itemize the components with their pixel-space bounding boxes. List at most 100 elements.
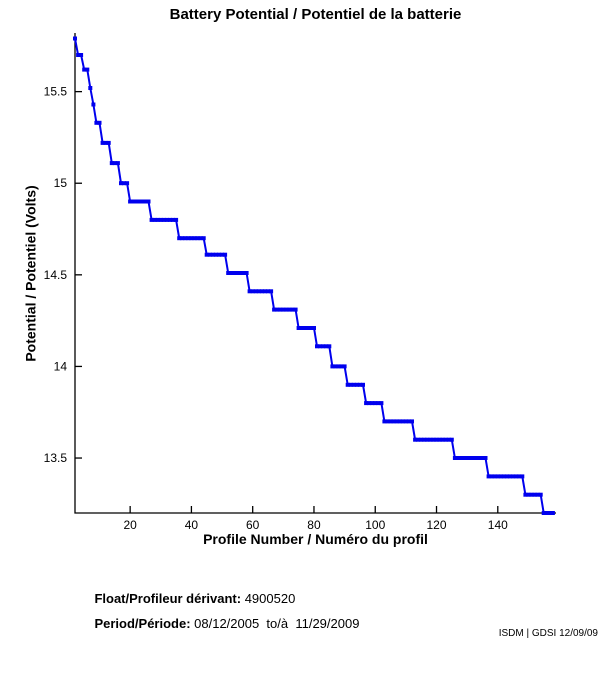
data-point-marker: [259, 289, 264, 294]
data-point-marker: [501, 474, 506, 479]
data-point-marker: [526, 492, 531, 497]
data-point-marker: [330, 364, 335, 369]
data-point-marker: [152, 217, 157, 222]
data-point-marker: [122, 181, 126, 186]
data-point-marker: [376, 401, 381, 406]
y-tick-label: 13.5: [44, 451, 68, 465]
data-point-marker: [361, 382, 365, 387]
x-tick-label: 140: [488, 518, 508, 532]
data-point-marker: [125, 181, 130, 186]
data-point-marker: [413, 437, 418, 442]
data-point-marker: [158, 217, 163, 222]
data-point-marker: [339, 364, 344, 369]
data-point-marker: [262, 289, 267, 294]
data-point-marker: [256, 289, 261, 294]
data-point-marker: [367, 401, 372, 406]
data-point-marker: [103, 140, 108, 145]
data-point-marker: [364, 401, 369, 406]
data-point-marker: [244, 271, 249, 275]
data-point-marker: [308, 326, 313, 330]
data-point-marker: [207, 252, 212, 257]
data-point-marker: [115, 161, 120, 166]
data-point-marker: [348, 382, 353, 387]
data-point-marker: [477, 456, 482, 460]
data-point-marker: [106, 140, 111, 145]
data-point-marker: [168, 217, 172, 222]
data-point-marker: [171, 217, 175, 222]
data-point-marker: [177, 236, 182, 241]
data-point-marker: [474, 456, 479, 460]
data-point-marker: [88, 86, 93, 90]
data-point-marker: [131, 199, 136, 204]
data-point-marker: [495, 474, 500, 479]
data-point-marker: [357, 382, 362, 387]
data-point-marker: [354, 382, 359, 387]
data-point-marker: [443, 437, 448, 442]
data-point-marker: [400, 419, 405, 424]
data-point-marker: [119, 181, 123, 186]
battery-potential-step-chart: 20 40 60 80 100 120 140 13.5 14 14.5 15 15.5: [44, 33, 556, 532]
data-point-marker: [465, 456, 470, 460]
data-point-marker: [523, 492, 528, 497]
data-point-marker: [195, 236, 200, 241]
data-point-marker: [434, 437, 439, 442]
y-tick-label: 15.5: [44, 85, 68, 99]
x-tick-label: 100: [365, 518, 385, 532]
data-point-marker: [189, 236, 194, 241]
data-point-marker: [508, 474, 512, 479]
data-point-marker: [370, 401, 375, 406]
data-point-marker: [428, 437, 433, 442]
data-point-marker: [462, 456, 467, 460]
data-point-marker: [480, 456, 485, 460]
x-tick-label: 20: [123, 518, 137, 532]
data-point-marker: [281, 307, 286, 312]
data-point-marker: [198, 236, 203, 241]
data-point-marker: [241, 271, 246, 275]
data-point-marker: [397, 419, 402, 424]
data-point-marker: [269, 289, 274, 294]
data-point-marker: [299, 326, 304, 330]
x-axis-label: Profile Number / Numéro du profil: [203, 531, 428, 547]
data-point-marker: [220, 252, 225, 257]
data-point-marker: [498, 474, 503, 479]
data-point-marker: [388, 419, 393, 424]
data-point-marker: [511, 474, 516, 479]
data-point-marker: [431, 437, 436, 442]
data-point-marker: [296, 326, 301, 330]
data-point-marker: [440, 437, 445, 442]
float-annotation: Float/Profileur dérivant: 4900520: [80, 576, 295, 621]
data-point-marker: [266, 289, 270, 294]
data-point-marker: [275, 307, 280, 312]
x-tick-label: 40: [185, 518, 199, 532]
data-point-marker: [183, 236, 188, 241]
data-point-marker: [446, 437, 451, 442]
period-value: 08/12/2005 to/à 11/29/2009: [190, 616, 360, 631]
axis-lines: [74, 33, 556, 514]
data-point-marker: [180, 236, 185, 241]
data-point-marker: [382, 419, 387, 424]
data-point-marker: [128, 199, 133, 204]
data-point-marker: [112, 161, 117, 166]
data-point-marker: [149, 217, 154, 222]
data-point-marker: [290, 307, 295, 312]
data-point-marker: [468, 456, 473, 460]
data-point-marker: [213, 252, 218, 257]
watermark-text: ISDM | GDSI 12/09/09: [498, 628, 598, 639]
data-point-marker: [161, 217, 166, 222]
data-point-marker: [459, 456, 463, 460]
data-point-marker: [293, 307, 298, 312]
data-point-marker: [91, 102, 96, 107]
data-point-marker: [406, 419, 411, 424]
data-line: [74, 38, 553, 514]
data-point-marker: [223, 252, 228, 257]
data-point-marker: [217, 252, 221, 257]
data-point-marker: [315, 344, 319, 349]
data-point-marker: [486, 474, 491, 479]
data-point-marker: [164, 217, 169, 222]
data-point-marker: [278, 307, 283, 312]
data-point-marker: [425, 437, 430, 442]
float-value: 4900520: [241, 591, 296, 606]
data-point-marker: [272, 307, 277, 312]
data-point-marker: [535, 492, 540, 497]
data-point-marker: [226, 271, 231, 275]
